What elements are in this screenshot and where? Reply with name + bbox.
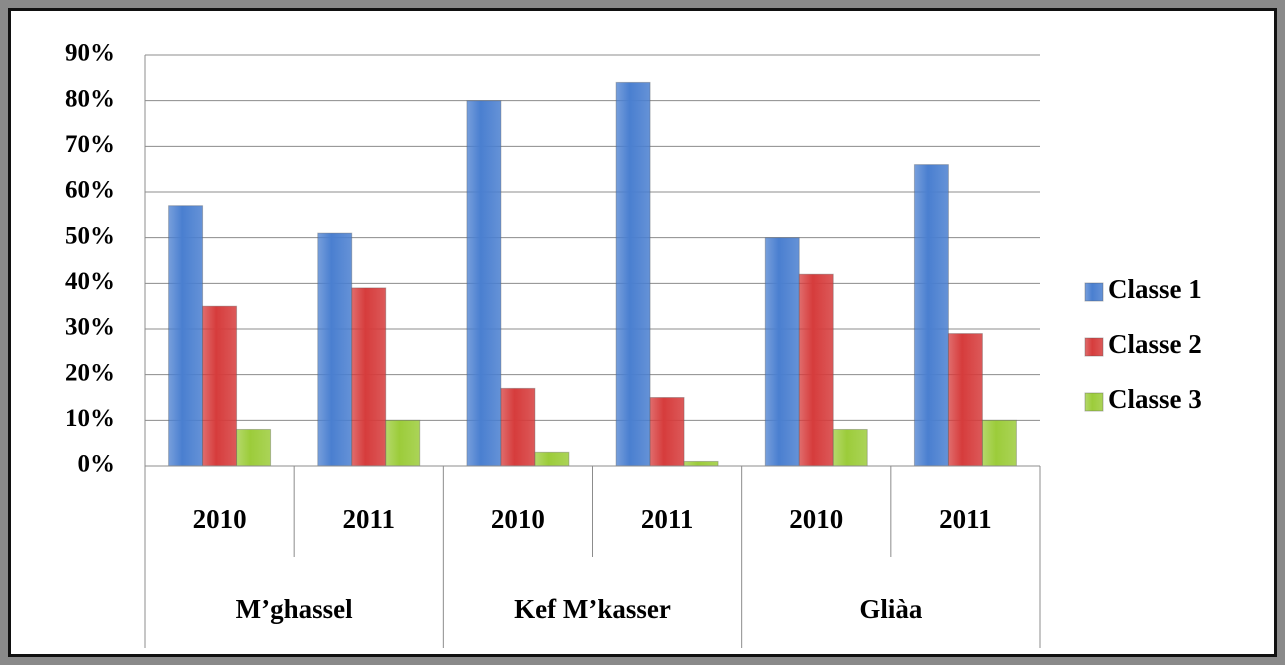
bar — [764, 237, 800, 467]
y-tick-label: 80% — [65, 85, 115, 112]
x-tick-label: 2010 — [491, 504, 545, 534]
y-tick-label: 60% — [65, 177, 115, 204]
bar — [500, 387, 536, 467]
x-tick-label: 2010 — [193, 504, 247, 534]
y-tick-label: 20% — [65, 359, 115, 386]
y-tick-label: 10% — [65, 405, 115, 432]
y-tick-label: 40% — [65, 268, 115, 295]
legend-swatch — [1084, 282, 1104, 302]
bar — [798, 273, 834, 467]
bar — [351, 287, 387, 467]
bar — [317, 232, 353, 467]
bar — [236, 428, 272, 467]
legend-label: Classe 3 — [1108, 384, 1202, 414]
bar — [947, 333, 983, 467]
legend-swatch — [1084, 337, 1104, 357]
y-tick-label: 30% — [65, 314, 115, 341]
x-tick-label: 2011 — [939, 504, 992, 534]
legend-label: Classe 2 — [1108, 329, 1202, 359]
bar — [615, 81, 651, 467]
bar — [168, 205, 204, 467]
x-tick-label: 2010 — [789, 504, 843, 534]
group-label: Gliàa — [859, 594, 923, 624]
y-tick-label: 90% — [65, 40, 115, 67]
y-tick-label: 70% — [65, 131, 115, 158]
inner-frame — [8, 8, 1277, 657]
bar — [466, 100, 502, 467]
bar — [202, 305, 238, 467]
y-tick-label: 50% — [65, 222, 115, 249]
x-tick-label: 2011 — [342, 504, 395, 534]
y-tick-label: 0% — [78, 451, 116, 478]
bar — [649, 397, 685, 467]
bar — [981, 419, 1017, 467]
group-label: Kef M’kasser — [514, 594, 671, 624]
x-tick-label: 2011 — [641, 504, 694, 534]
legend-swatch — [1084, 392, 1104, 412]
bar — [913, 164, 949, 467]
bar — [534, 451, 570, 467]
bar — [385, 419, 421, 467]
group-label: M’ghassel — [236, 594, 353, 624]
legend-label: Classe 1 — [1108, 274, 1202, 304]
bar — [683, 460, 719, 467]
bar — [832, 428, 868, 467]
